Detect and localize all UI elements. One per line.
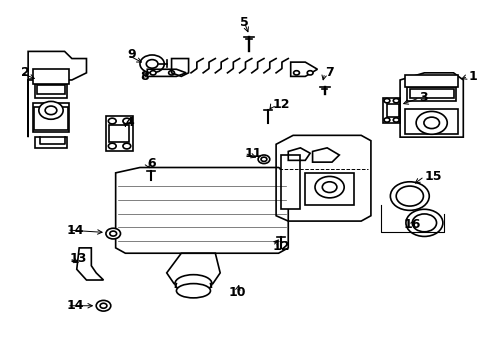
Text: 11: 11 xyxy=(244,147,262,160)
Text: 6: 6 xyxy=(147,157,156,170)
Ellipse shape xyxy=(322,182,336,193)
Circle shape xyxy=(389,182,428,210)
Ellipse shape xyxy=(108,143,116,149)
Ellipse shape xyxy=(140,55,164,73)
Text: 15: 15 xyxy=(424,170,441,183)
Bar xyxy=(35,137,67,148)
Ellipse shape xyxy=(392,99,398,103)
Ellipse shape xyxy=(383,118,389,122)
Text: 16: 16 xyxy=(403,218,420,231)
Circle shape xyxy=(110,231,116,236)
Bar xyxy=(305,173,353,205)
Bar xyxy=(33,69,69,84)
Circle shape xyxy=(261,157,266,161)
Text: 2: 2 xyxy=(21,66,30,79)
Bar xyxy=(281,155,300,208)
Ellipse shape xyxy=(175,275,211,293)
Ellipse shape xyxy=(122,143,130,149)
Bar xyxy=(34,107,67,130)
Text: 14: 14 xyxy=(67,224,84,237)
Text: 14: 14 xyxy=(67,299,84,312)
Circle shape xyxy=(258,155,269,163)
Bar xyxy=(409,89,453,98)
Ellipse shape xyxy=(108,118,116,124)
Bar xyxy=(386,104,398,117)
Text: 1: 1 xyxy=(467,70,476,83)
Bar xyxy=(404,109,458,134)
Bar xyxy=(109,125,128,143)
Text: 5: 5 xyxy=(240,16,248,29)
Ellipse shape xyxy=(146,60,158,68)
Ellipse shape xyxy=(314,176,344,198)
Ellipse shape xyxy=(383,99,389,103)
Ellipse shape xyxy=(150,71,156,75)
Text: 3: 3 xyxy=(419,91,427,104)
Bar xyxy=(33,103,69,132)
Text: 8: 8 xyxy=(140,70,148,83)
Ellipse shape xyxy=(45,106,57,114)
Circle shape xyxy=(106,228,120,239)
Circle shape xyxy=(96,300,111,311)
Text: 7: 7 xyxy=(324,66,333,79)
Bar xyxy=(37,85,65,94)
Circle shape xyxy=(405,209,442,237)
Circle shape xyxy=(100,303,107,308)
Ellipse shape xyxy=(392,118,398,122)
Text: 13: 13 xyxy=(69,252,87,265)
Ellipse shape xyxy=(306,71,312,75)
Circle shape xyxy=(395,186,423,206)
Text: 12: 12 xyxy=(272,99,289,112)
Text: 4: 4 xyxy=(125,116,134,129)
Ellipse shape xyxy=(122,118,130,124)
Text: 12: 12 xyxy=(272,240,289,253)
Bar xyxy=(35,84,67,98)
Ellipse shape xyxy=(168,71,174,75)
Ellipse shape xyxy=(423,117,439,129)
Bar xyxy=(407,87,455,102)
Ellipse shape xyxy=(39,102,63,119)
Circle shape xyxy=(411,214,436,232)
Ellipse shape xyxy=(415,111,447,134)
Ellipse shape xyxy=(176,284,210,298)
Text: 10: 10 xyxy=(228,286,245,299)
Ellipse shape xyxy=(293,71,299,75)
Bar xyxy=(404,75,458,87)
Text: 9: 9 xyxy=(127,49,136,62)
